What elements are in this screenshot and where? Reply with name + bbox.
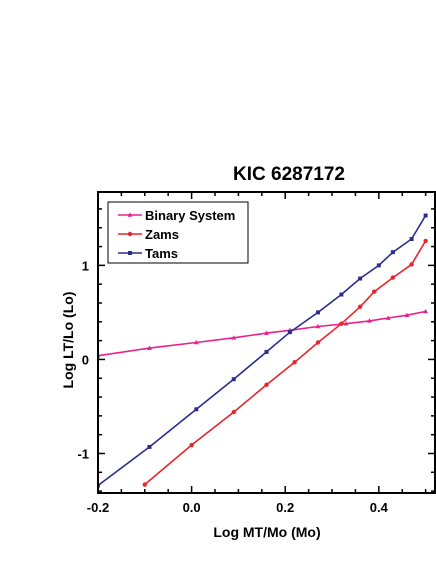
data-point-zams (423, 238, 428, 244)
data-point-zams (231, 409, 236, 415)
data-point-zams (142, 482, 148, 487)
data-point-tams (409, 237, 414, 242)
legend-label-zams: Zams (145, 227, 179, 242)
data-point-binary-system (404, 312, 410, 318)
x-tick-label: 0.0 (183, 500, 201, 515)
data-point-tams (231, 377, 236, 382)
x-tick-label: -0.2 (87, 500, 109, 515)
data-point-binary-system (315, 323, 321, 329)
legend-label-binary-system: Binary System (145, 208, 235, 223)
plot-area (98, 213, 429, 488)
data-point-tams (287, 330, 292, 335)
data-point-tams (147, 444, 152, 449)
data-point-binary-system (385, 315, 391, 320)
data-point-zams (189, 442, 194, 448)
y-tick-label: -1 (77, 446, 89, 461)
data-point-binary-system (367, 318, 372, 323)
y-axis-label: Log LT/Lo (Lo) (60, 292, 76, 389)
y-tick-label: 0 (82, 352, 89, 367)
data-point-tams (358, 276, 363, 281)
data-point-binary-system (231, 335, 237, 340)
legend-marker-tams (128, 251, 132, 255)
series-tams (98, 213, 428, 488)
data-point-binary-system (264, 330, 269, 335)
legend-marker-binary-system (127, 212, 133, 217)
data-point-binary-system (343, 321, 349, 326)
data-point-tams (315, 310, 320, 315)
data-point-binary-system (423, 308, 429, 314)
series-zams (142, 238, 428, 487)
x-tick-label: 0.2 (276, 500, 294, 515)
data-point-zams (315, 340, 321, 345)
data-point-tams (423, 213, 428, 218)
series-line-binary-system (98, 310, 426, 357)
x-tick-label: 0.4 (370, 500, 389, 515)
x-axis-label: Log MT/Mo (Mo) (213, 524, 320, 540)
data-point-tams (390, 250, 395, 255)
data-point-zams (390, 275, 396, 280)
data-point-tams (339, 292, 344, 297)
data-point-zams (292, 360, 297, 365)
plot-frame (97, 191, 436, 494)
data-point-tams (194, 407, 199, 412)
data-point-zams (409, 262, 414, 267)
data-point-tams (264, 349, 269, 354)
data-point-zams (264, 382, 269, 388)
legend-label-tams: Tams (145, 246, 178, 261)
data-point-binary-system (147, 345, 152, 350)
data-point-tams (376, 263, 381, 268)
series-line-zams (144, 240, 427, 486)
legend-marker-zams (127, 231, 133, 237)
data-point-zams (357, 304, 363, 309)
series-binary-system (98, 308, 429, 358)
data-point-zams (371, 289, 377, 294)
y-tick-label: 1 (82, 258, 89, 273)
data-point-zams (339, 321, 344, 326)
chart-title: KIC 6287172 (233, 164, 345, 185)
data-point-binary-system (193, 339, 199, 345)
legend: Binary System Zams Tams (107, 201, 249, 264)
